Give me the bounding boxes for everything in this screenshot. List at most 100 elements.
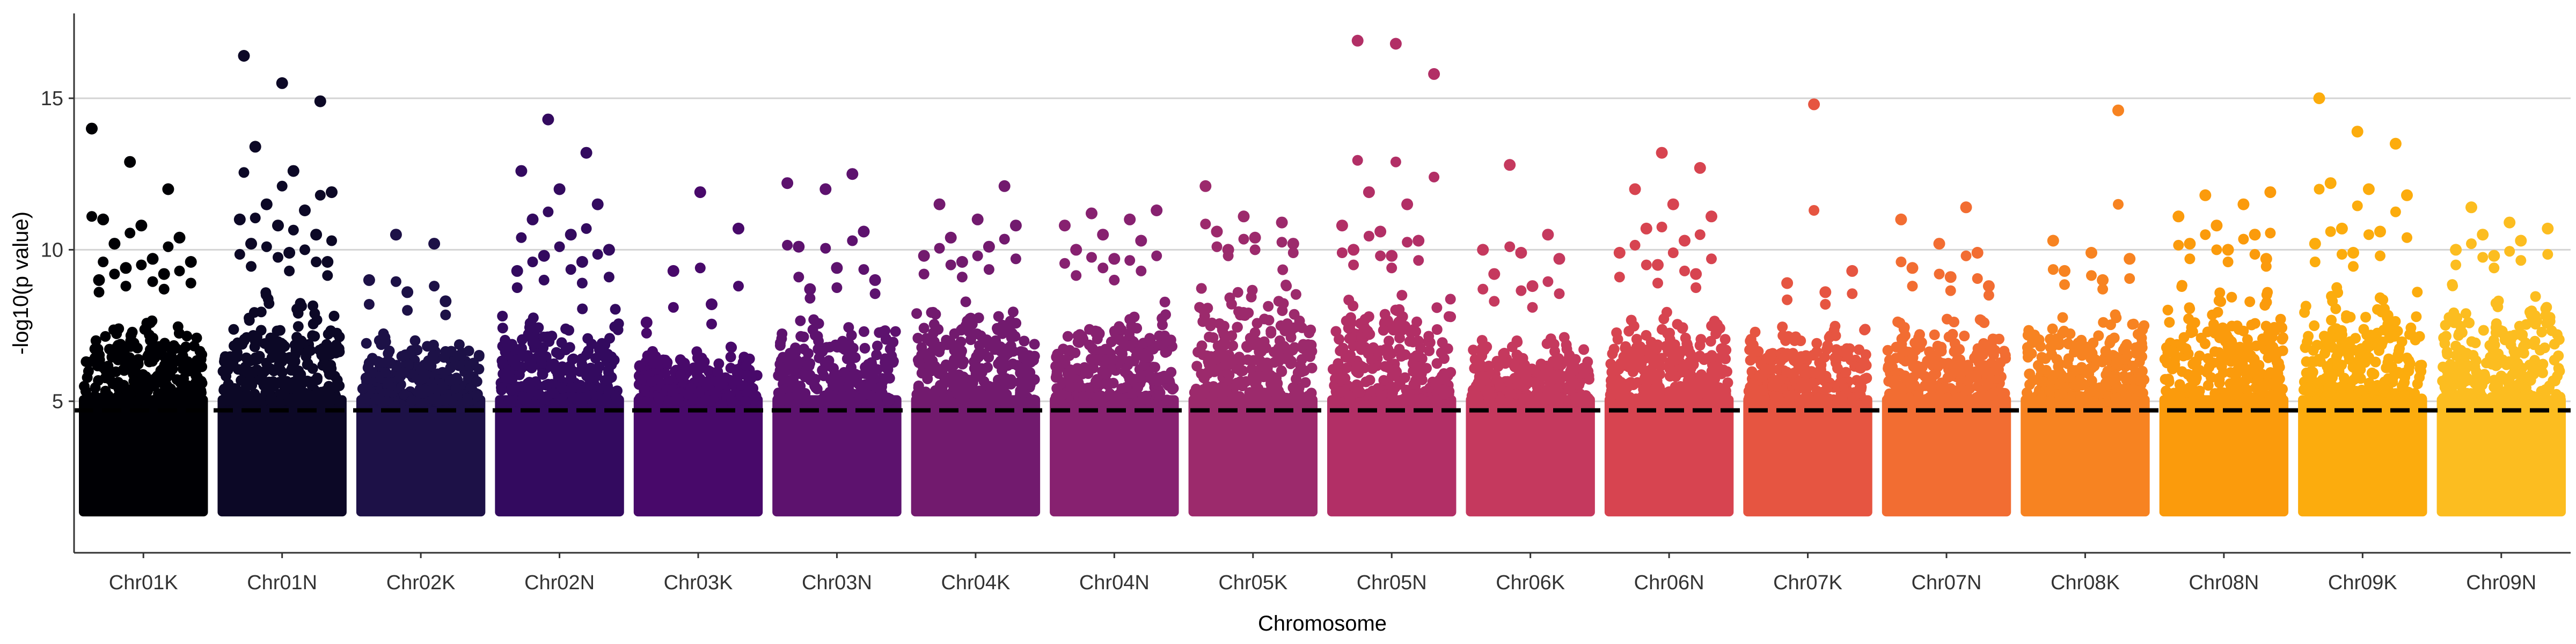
point (163, 241, 174, 252)
point (1277, 264, 1289, 275)
point (537, 368, 548, 379)
point (452, 374, 463, 385)
top-hit-point (1108, 253, 1121, 265)
point (255, 325, 267, 336)
point (1964, 396, 1975, 407)
top-hit-point (2184, 238, 2196, 250)
point (1710, 383, 1721, 394)
point (955, 348, 966, 360)
point (1518, 393, 1529, 405)
point (1542, 386, 1553, 397)
point (1822, 340, 1833, 351)
point (1651, 343, 1662, 355)
point (145, 335, 156, 346)
point (1212, 340, 1224, 352)
point (1392, 305, 1403, 316)
point (1720, 389, 1731, 400)
point (361, 392, 372, 404)
point (1300, 377, 1311, 388)
point (2204, 362, 2215, 373)
point (2409, 388, 2420, 399)
point (100, 331, 111, 342)
point (306, 380, 318, 391)
point (80, 356, 92, 367)
top-hit-point (733, 222, 744, 235)
point (326, 382, 338, 393)
point (2111, 312, 2122, 324)
point (250, 333, 261, 345)
top-hit-point (2351, 126, 2363, 138)
point (1807, 349, 1819, 361)
point (2517, 329, 2528, 340)
point (2053, 361, 2064, 372)
point (1664, 386, 1675, 397)
top-hit-point (1504, 159, 1516, 171)
point (1137, 391, 1148, 402)
point (1687, 357, 1698, 368)
top-hit-point (1477, 244, 1489, 256)
point (1189, 387, 1200, 398)
point (556, 337, 567, 348)
point (2178, 332, 2190, 343)
point (1078, 391, 1089, 402)
point (1667, 247, 1679, 258)
point (2221, 394, 2232, 405)
point (1242, 342, 1253, 353)
point (503, 372, 514, 384)
point (308, 300, 319, 311)
top-hit-point (124, 156, 136, 168)
point (2506, 387, 2518, 399)
point (141, 371, 151, 382)
top-hit-point (390, 229, 402, 241)
point (1489, 296, 1500, 307)
point (1200, 218, 1211, 230)
top-hit-point (511, 265, 523, 277)
top-hit-point (831, 262, 843, 274)
top-hit-point (1363, 186, 1375, 199)
point (172, 321, 184, 332)
point (2309, 320, 2320, 331)
point (1468, 345, 1479, 356)
point (1139, 349, 1150, 360)
point (1779, 352, 1790, 363)
point (1578, 344, 1590, 355)
top-hit-point (2309, 238, 2321, 250)
point (2214, 377, 2225, 389)
point (1232, 321, 1243, 333)
point (2314, 184, 2325, 195)
point (916, 342, 927, 353)
point (1234, 364, 1246, 375)
series-Chr03K (633, 186, 763, 517)
point (306, 390, 318, 401)
point (1276, 237, 1287, 248)
point (497, 323, 508, 334)
point (2356, 343, 2367, 354)
point (703, 377, 714, 389)
point (1429, 171, 1440, 182)
top-hit-point (135, 219, 148, 232)
point (1664, 357, 1675, 369)
point (321, 394, 332, 406)
point (245, 396, 257, 407)
point (1909, 337, 1921, 348)
series-Chr05N (1327, 34, 1457, 517)
point (1386, 348, 1397, 359)
point (1290, 289, 1301, 300)
point (2057, 312, 2068, 323)
point (1511, 349, 1523, 361)
point (429, 281, 440, 292)
point (1977, 392, 1988, 403)
point (2260, 261, 2272, 272)
point (1116, 383, 1128, 394)
top-hit-point (538, 250, 550, 262)
point (297, 396, 309, 407)
top-hit-point (1781, 277, 1794, 289)
point (1988, 349, 1999, 361)
point (970, 356, 981, 368)
top-hit-point (2362, 183, 2375, 195)
point (1802, 382, 1813, 393)
point (1194, 302, 1205, 313)
point (396, 350, 407, 362)
point (2262, 334, 2273, 346)
top-hit-point (1652, 259, 1664, 271)
